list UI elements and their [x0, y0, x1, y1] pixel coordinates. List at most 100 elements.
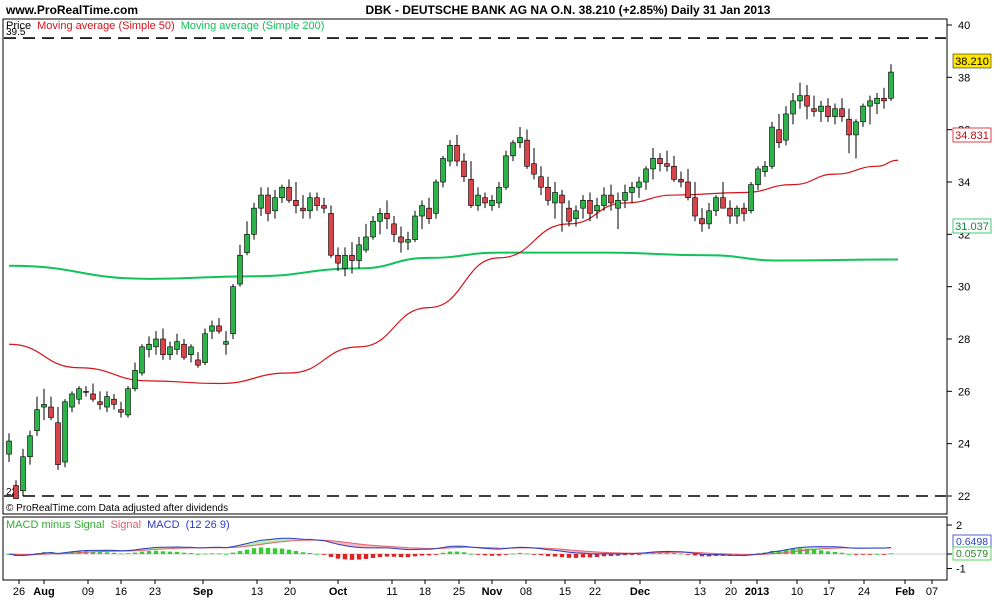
candle-body: [97, 401, 103, 405]
candle: [391, 216, 397, 243]
x-tick-label: Aug: [33, 586, 54, 598]
candle: [727, 200, 733, 224]
candle: [286, 179, 292, 203]
candle: [209, 320, 215, 339]
candle: [412, 210, 418, 243]
candle-body: [209, 325, 215, 332]
candle: [384, 200, 390, 230]
reference-lines: [4, 37, 946, 497]
x-tick-label: 09: [82, 586, 94, 598]
macd-hist-bar: [538, 554, 544, 556]
candle: [818, 100, 824, 122]
candle: [832, 103, 838, 125]
candle-body: [279, 186, 285, 199]
macd-hist-bar: [671, 552, 677, 554]
candle: [216, 318, 222, 334]
macd-hist-bar: [314, 553, 320, 555]
candle-body: [286, 186, 292, 201]
candle-body: [650, 158, 656, 170]
macd-hist-bar: [258, 547, 264, 554]
candle: [748, 182, 754, 214]
candle: [181, 339, 187, 360]
macd-hist-bar: [125, 553, 131, 555]
candle: [503, 150, 509, 190]
x-tick-label: 16: [115, 586, 127, 598]
candle-body: [846, 118, 852, 136]
candle: [321, 197, 327, 214]
candle-body: [853, 121, 859, 136]
macd-hist-bar: [447, 551, 453, 554]
candle: [265, 187, 271, 222]
candle-body: [20, 456, 26, 492]
candle: [69, 391, 75, 413]
macd-hist-bar: [657, 552, 663, 554]
candle: [706, 202, 712, 230]
x-tick-label: 20: [284, 586, 296, 598]
macd-hist-bar: [202, 553, 208, 555]
candle-body: [545, 186, 551, 201]
candle-body: [146, 343, 152, 350]
macd-hist-bar: [685, 554, 691, 555]
candle: [363, 223, 369, 253]
candle: [300, 195, 306, 219]
candle: [314, 192, 320, 211]
candle: [13, 480, 19, 499]
macd-tag: 0.6498: [952, 534, 992, 549]
site-label: www.ProRealTime.com: [5, 3, 138, 17]
signal-line: [8, 539, 892, 556]
macd-hist-bar: [279, 548, 285, 554]
candle-body: [601, 194, 607, 206]
candle: [685, 168, 691, 201]
candle: [580, 195, 586, 219]
macd-hist-bar: [503, 554, 509, 555]
macd-hist-bar: [860, 554, 866, 555]
candles: [6, 64, 894, 499]
candle-body: [237, 254, 243, 285]
candle: [783, 106, 789, 146]
candle: [664, 150, 670, 172]
candle: [797, 82, 803, 109]
last-price-box: [952, 53, 992, 69]
candle: [160, 328, 166, 360]
candle-body: [188, 346, 194, 356]
candle: [762, 161, 768, 177]
candle: [111, 393, 117, 410]
candle-body: [755, 168, 761, 185]
ma50-value: 34.831: [955, 130, 989, 142]
candle: [307, 192, 313, 219]
macd-hist-bar: [629, 554, 635, 555]
x-tick-label: 13: [251, 586, 263, 598]
candle: [804, 85, 810, 120]
price-panel-frame: [2, 18, 948, 515]
candle: [468, 161, 474, 209]
macd-hist-bar: [349, 554, 355, 560]
candle: [195, 352, 201, 368]
candle-body: [517, 137, 523, 144]
candle: [188, 344, 194, 363]
candle: [433, 179, 439, 219]
macd-hist-bar: [237, 550, 243, 554]
candle-body: [272, 197, 278, 212]
candle-body: [55, 422, 61, 465]
macd-tick-label: 2: [956, 520, 962, 532]
macd-hist-bar: [825, 551, 831, 554]
macd-hist-bar: [328, 554, 334, 557]
candle: [405, 231, 411, 251]
candle-body: [580, 200, 586, 209]
candle: [90, 383, 96, 402]
candle-body: [461, 160, 467, 178]
macd-hist-bar: [174, 551, 180, 554]
ma50-line: [8, 159, 899, 385]
candle-body: [440, 158, 446, 183]
ma200-tag: 31.037: [952, 218, 992, 234]
macd-hist-bar: [321, 554, 327, 555]
candle-body: [699, 218, 705, 225]
x-tick-label: 10: [791, 586, 803, 598]
macd-hist-bar: [888, 553, 894, 555]
candle: [496, 182, 502, 209]
candle-body: [636, 181, 642, 188]
candle-body: [307, 197, 313, 212]
candle: [629, 182, 635, 203]
x-tick-label: Dec: [630, 586, 650, 598]
macd-hist-bar: [426, 554, 432, 556]
